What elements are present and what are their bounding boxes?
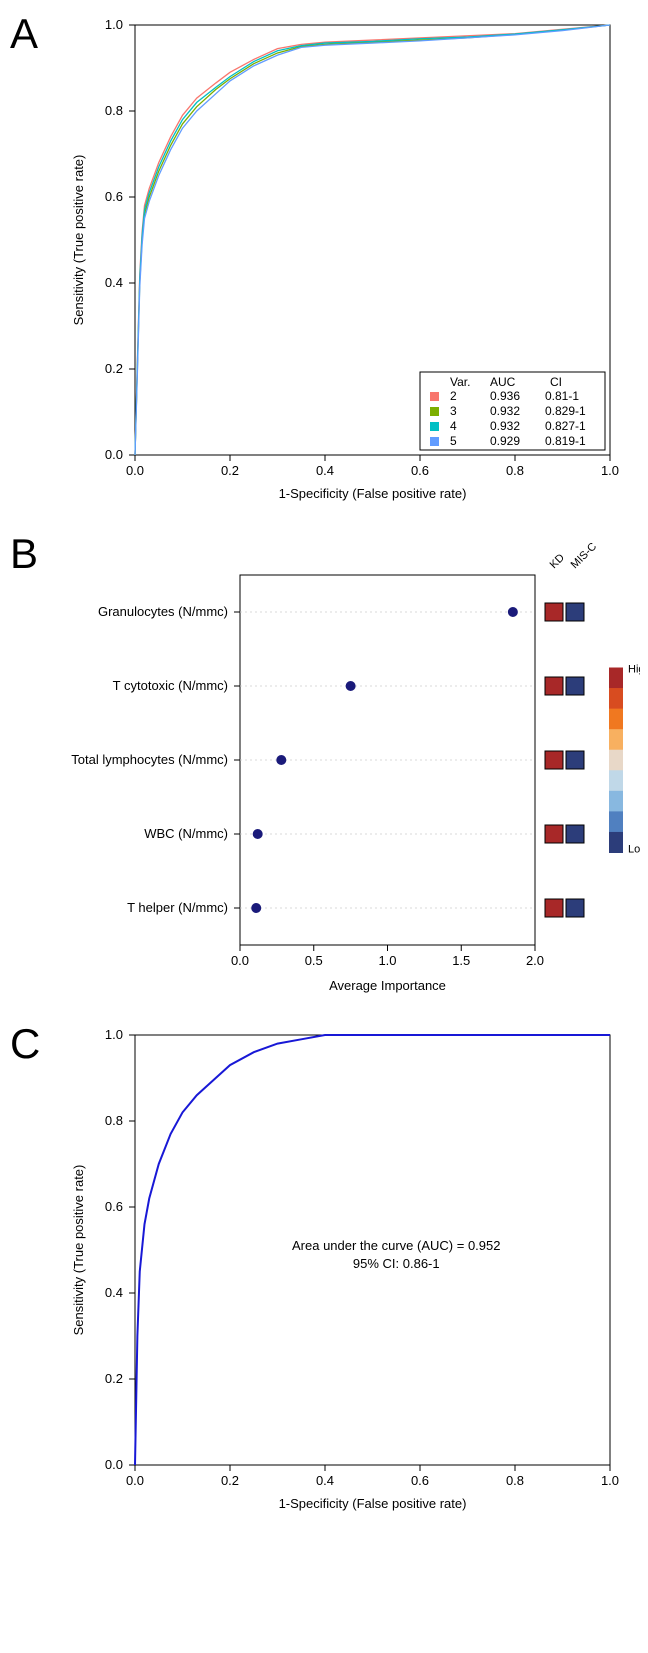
svg-text:1.0: 1.0 — [105, 1027, 123, 1042]
svg-text:0.4: 0.4 — [105, 275, 123, 290]
svg-text:0.819-1: 0.819-1 — [545, 434, 586, 448]
svg-text:AUC: AUC — [490, 375, 516, 389]
svg-text:Average Importance: Average Importance — [329, 978, 446, 993]
svg-text:2.0: 2.0 — [526, 953, 544, 968]
svg-text:0.932: 0.932 — [490, 419, 520, 433]
svg-text:0.2: 0.2 — [221, 463, 239, 478]
svg-text:0.0: 0.0 — [126, 1473, 144, 1488]
svg-text:1-Specificity (False positive: 1-Specificity (False positive rate) — [279, 1496, 467, 1511]
svg-text:0.8: 0.8 — [105, 1113, 123, 1128]
svg-text:0.5: 0.5 — [305, 953, 323, 968]
svg-text:0.2: 0.2 — [221, 1473, 239, 1488]
svg-text:Sensitivity (True positive rat: Sensitivity (True positive rate) — [71, 1165, 86, 1336]
svg-text:0.8: 0.8 — [506, 1473, 524, 1488]
svg-text:0.6: 0.6 — [105, 189, 123, 204]
svg-text:0.4: 0.4 — [316, 1473, 334, 1488]
panel-a-label: A — [10, 10, 38, 58]
roc-chart-a: 0.0 0.2 0.4 0.6 0.8 1.0 0.0 0.2 0.4 0.6 0.8 1.0 1-Sp… — [65, 10, 625, 510]
svg-text:95% CI: 0.86-1: 95% CI: 0.86-1 — [353, 1256, 440, 1271]
svg-text:0.6: 0.6 — [411, 463, 429, 478]
panel-b-label: B — [10, 530, 38, 578]
svg-text:Low: Low — [628, 844, 640, 856]
svg-text:2: 2 — [450, 389, 457, 403]
svg-text:1.0: 1.0 — [105, 17, 123, 32]
svg-text:Var.: Var. — [450, 375, 470, 389]
svg-text:0.932: 0.932 — [490, 404, 520, 418]
svg-text:0.0: 0.0 — [105, 447, 123, 462]
svg-text:1.0: 1.0 — [601, 1473, 619, 1488]
svg-text:0.8: 0.8 — [506, 463, 524, 478]
svg-text:KD: KD — [548, 552, 567, 571]
svg-text:CI: CI — [550, 375, 562, 389]
svg-text:MIS-C: MIS-C — [569, 541, 600, 572]
svg-text:0.2: 0.2 — [105, 361, 123, 376]
svg-text:0.0: 0.0 — [231, 953, 249, 968]
svg-text:0.4: 0.4 — [316, 463, 334, 478]
svg-text:WBC (N/mmc): WBC (N/mmc) — [144, 826, 228, 841]
svg-text:Total lymphocytes (N/mmc): Total lymphocytes (N/mmc) — [71, 752, 228, 767]
svg-text:0.81-1: 0.81-1 — [545, 389, 579, 403]
svg-text:T helper (N/mmc): T helper (N/mmc) — [127, 900, 228, 915]
svg-text:0.0: 0.0 — [105, 1457, 123, 1472]
svg-text:T cytotoxic (N/mmc): T cytotoxic (N/mmc) — [113, 678, 228, 693]
svg-text:5: 5 — [450, 434, 457, 448]
svg-text:0.0: 0.0 — [126, 463, 144, 478]
importance-chart: 0.0 0.5 1.0 1.5 2.0 Average Importance Granulo… — [65, 530, 640, 1000]
svg-text:4: 4 — [450, 419, 457, 433]
svg-text:Sensitivity (True positive rat: Sensitivity (True positive rate) — [71, 155, 86, 326]
svg-text:1.0: 1.0 — [378, 953, 396, 968]
svg-text:0.936: 0.936 — [490, 389, 520, 403]
svg-text:High: High — [628, 664, 640, 676]
svg-text:1.5: 1.5 — [452, 953, 470, 968]
svg-text:1-Specificity (False positive: 1-Specificity (False positive rate) — [279, 486, 467, 501]
svg-text:0.929: 0.929 — [490, 434, 520, 448]
panel-c: C 0.0 0.2 0.4 0.6 0.8 1.0 0.0 0.2 0.4 0.6 0.8 1.0 1-… — [10, 1020, 638, 1520]
svg-text:0.8: 0.8 — [105, 103, 123, 118]
svg-text:Granulocytes (N/mmc): Granulocytes (N/mmc) — [98, 604, 228, 619]
panel-a: A 0.0 0.2 0.4 0.6 0.8 1.0 0.0 0.2 0.4 0.6 0.8 1.0 1-… — [10, 10, 638, 510]
svg-text:0.2: 0.2 — [105, 1371, 123, 1386]
svg-text:0.6: 0.6 — [411, 1473, 429, 1488]
svg-text:3: 3 — [450, 404, 457, 418]
svg-text:Area under the curve (AUC) = 0: Area under the curve (AUC) = 0.952 — [292, 1238, 500, 1253]
svg-text:0.827-1: 0.827-1 — [545, 419, 586, 433]
svg-text:1.0: 1.0 — [601, 463, 619, 478]
panel-c-label: C — [10, 1020, 40, 1068]
svg-text:0.829-1: 0.829-1 — [545, 404, 586, 418]
roc-chart-c: 0.0 0.2 0.4 0.6 0.8 1.0 0.0 0.2 0.4 0.6 0.8 1.0 1-Sp… — [65, 1020, 625, 1520]
svg-text:0.6: 0.6 — [105, 1199, 123, 1214]
panel-b: B 0.0 0.5 1.0 1.5 2.0 Average Importance Granu… — [10, 530, 638, 1000]
svg-text:0.4: 0.4 — [105, 1285, 123, 1300]
